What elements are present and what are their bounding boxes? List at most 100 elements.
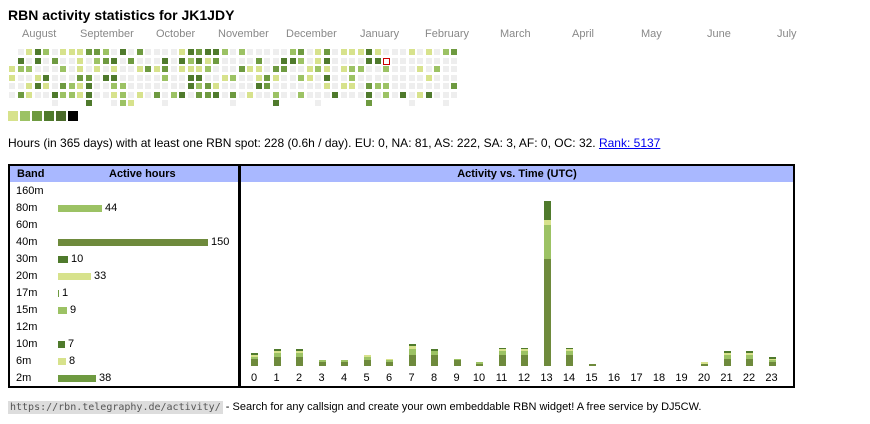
calendar-day bbox=[332, 57, 338, 64]
calendar-day bbox=[162, 100, 168, 106]
hour-label-0: 0 bbox=[250, 372, 258, 384]
hours-column-header: Active hours bbox=[109, 168, 176, 180]
calendar-day bbox=[357, 83, 364, 89]
calendar-day bbox=[434, 74, 440, 81]
calendar-day bbox=[451, 66, 457, 72]
calendar-day bbox=[17, 66, 24, 72]
calendar-day bbox=[264, 49, 270, 55]
band-label: 160m bbox=[16, 185, 44, 197]
calendar-day bbox=[187, 57, 194, 64]
calendar-day bbox=[94, 57, 100, 64]
calendar-day bbox=[391, 57, 398, 64]
hour-bar-segment bbox=[521, 349, 528, 352]
activity-calendar-grid bbox=[0, 0, 870, 110]
hour-bar-segment bbox=[746, 353, 753, 355]
hour-bar-segment bbox=[498, 354, 506, 366]
calendar-day bbox=[289, 66, 296, 72]
hour-label-12: 12 bbox=[517, 372, 531, 384]
hour-label-9: 9 bbox=[453, 372, 460, 384]
calendar-day bbox=[434, 49, 440, 55]
calendar-day bbox=[43, 91, 49, 98]
hour-bar-segment bbox=[408, 349, 416, 355]
calendar-day bbox=[264, 57, 270, 64]
legend-swatch bbox=[68, 111, 78, 121]
hour-bar-segment bbox=[746, 358, 753, 366]
hour-bar-segment bbox=[723, 351, 731, 354]
calendar-day bbox=[289, 83, 296, 89]
hour-bar-segment bbox=[251, 356, 258, 359]
calendar-day bbox=[425, 66, 432, 72]
hour-bar-segment bbox=[543, 219, 551, 226]
hour-label-10: 10 bbox=[472, 372, 486, 384]
hour-bar-segment bbox=[521, 347, 528, 350]
calendar-day bbox=[145, 49, 151, 55]
calendar-day bbox=[425, 74, 432, 81]
calendar-day bbox=[289, 49, 296, 55]
month-label-september: September bbox=[80, 28, 134, 40]
calendar-day bbox=[442, 66, 449, 72]
calendar-day bbox=[323, 66, 330, 72]
calendar-day bbox=[323, 57, 330, 64]
band-hours-bar bbox=[58, 239, 208, 246]
hour-bar-segment bbox=[746, 351, 753, 354]
calendar-day bbox=[442, 74, 449, 81]
calendar-day bbox=[94, 74, 100, 81]
calendar-day bbox=[170, 57, 177, 64]
calendar-day bbox=[153, 74, 160, 81]
calendar-day bbox=[68, 49, 75, 55]
calendar-day bbox=[153, 49, 160, 55]
month-label-november: November bbox=[218, 28, 269, 40]
calendar-day bbox=[408, 57, 415, 64]
calendar-day bbox=[281, 83, 287, 89]
calendar-day bbox=[26, 74, 32, 81]
calendar-day bbox=[111, 83, 117, 89]
calendar-day bbox=[417, 91, 423, 98]
calendar-day bbox=[357, 49, 364, 55]
calendar-day bbox=[366, 100, 372, 106]
calendar-day bbox=[272, 57, 279, 64]
hour-bar-segment bbox=[521, 354, 528, 366]
hour-bar-segment bbox=[386, 362, 393, 366]
calendar-day bbox=[332, 49, 338, 55]
hour-bar-segment bbox=[431, 349, 438, 352]
calendar-day bbox=[111, 74, 117, 81]
calendar-day bbox=[153, 57, 160, 64]
calendar-day bbox=[17, 91, 24, 98]
rank-link[interactable]: Rank: 5137 bbox=[598, 136, 661, 150]
summary-text: Hours (in 365 days) with at least one RB… bbox=[8, 136, 596, 150]
calendar-day bbox=[230, 100, 236, 106]
band-hours-value: 1 bbox=[62, 287, 69, 299]
calendar-day bbox=[26, 66, 32, 72]
hour-bar-segment bbox=[251, 358, 258, 366]
calendar-day bbox=[281, 66, 287, 72]
calendar-day bbox=[26, 57, 32, 64]
calendar-day bbox=[374, 74, 381, 81]
footer-url[interactable]: https://rbn.telegraphy.de/activity/ bbox=[8, 401, 223, 414]
calendar-day bbox=[187, 66, 194, 72]
calendar-day bbox=[340, 83, 347, 89]
calendar-day bbox=[77, 66, 83, 72]
calendar-day bbox=[366, 57, 372, 64]
calendar-day bbox=[451, 49, 457, 55]
calendar-day bbox=[247, 83, 253, 89]
hour-label-1: 1 bbox=[273, 372, 280, 384]
hour-bar-segment bbox=[273, 351, 281, 354]
calendar-day bbox=[94, 91, 100, 98]
calendar-day bbox=[85, 49, 92, 55]
calendar-day bbox=[315, 49, 321, 55]
month-label-july: July bbox=[777, 28, 797, 40]
calendar-day bbox=[451, 91, 457, 98]
calendar-day bbox=[51, 100, 58, 106]
calendar-day bbox=[391, 83, 398, 89]
calendar-day bbox=[366, 91, 372, 98]
calendar-day bbox=[85, 100, 92, 106]
band-row-2m: 2m 38 bbox=[10, 371, 238, 388]
calendar-day bbox=[230, 57, 236, 64]
calendar-day bbox=[162, 66, 168, 72]
chart-title: Activity vs. Time (UTC) bbox=[241, 166, 793, 182]
calendar-day bbox=[179, 49, 185, 55]
calendar-day bbox=[119, 66, 126, 72]
legend-swatch bbox=[32, 111, 42, 121]
hour-label-18: 18 bbox=[652, 372, 666, 384]
calendar-day bbox=[170, 49, 177, 55]
